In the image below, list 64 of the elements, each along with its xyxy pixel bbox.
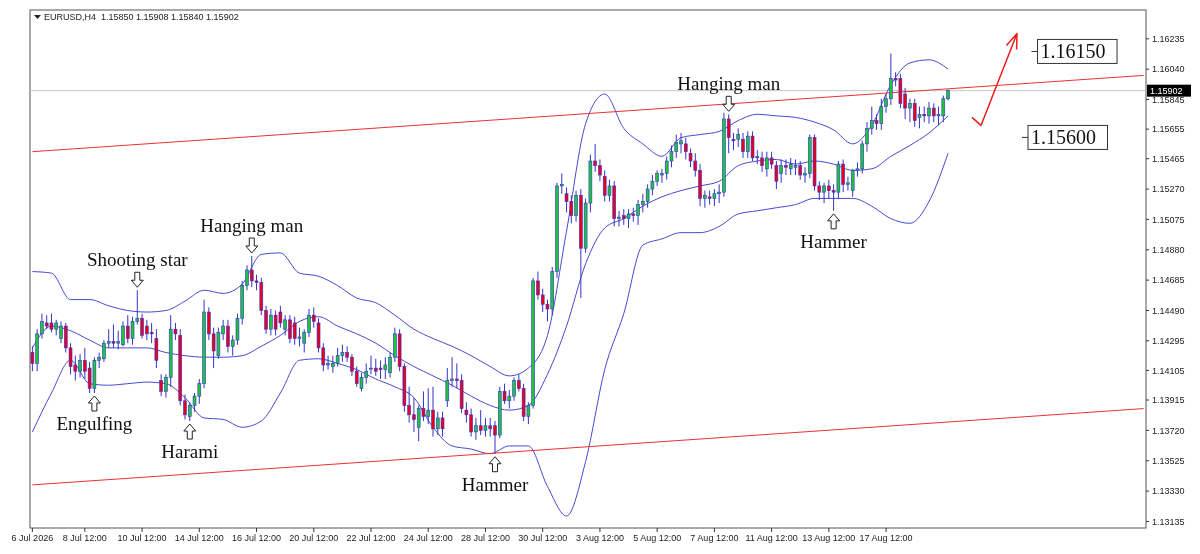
x-tick-label: 3 Aug 12:00 (575, 533, 624, 543)
x-tick-label: 20 Jul 12:00 (289, 533, 339, 543)
y-tick-label: 1.14295 (1152, 336, 1185, 346)
x-tick-label: 6 Jul 2026 (11, 533, 54, 543)
x-tick-label: 5 Aug 12:00 (633, 533, 682, 543)
candlestick (111, 324, 116, 349)
y-tick-label: 1.15845 (1152, 94, 1185, 105)
y-tick-label: 1.15270 (1152, 184, 1185, 195)
line-series (31, 152, 949, 517)
x-tick-label: 7 Aug 12:00 (690, 533, 739, 543)
x-tick-label: 28 Jul 12:00 (460, 533, 510, 543)
y-tick-label: 1.13525 (1152, 455, 1185, 466)
candlestick (917, 106, 922, 129)
y-tick-label: 1.15075 (1152, 214, 1185, 225)
candlestick (750, 130, 755, 162)
annotation: Harami (161, 441, 219, 463)
candlestick (774, 160, 779, 190)
candlestick (130, 316, 135, 346)
y-tick-label: 1.14490 (1152, 305, 1185, 316)
y-tick-label: 1.16235 (1152, 33, 1185, 44)
y-tick-label: 1.15655 (1152, 124, 1185, 135)
candlestick (683, 137, 688, 160)
x-tick-label: 22 Jul 12:00 (346, 533, 396, 543)
candlestick (49, 313, 54, 333)
x-tick-label: 14 Jul 12:00 (174, 533, 224, 543)
annotation: Hanging man (200, 215, 304, 236)
y-tick-label: 1.14105 (1152, 365, 1185, 376)
y-tick-label: 1.16040 (1152, 64, 1185, 75)
annotation: Hanging man (677, 73, 781, 95)
candlestick (154, 328, 159, 369)
y-tick-label: 1.14685 (1152, 275, 1185, 286)
ref-line-label: 1.15902 (1150, 85, 1183, 96)
x-tick-label: 17 Aug 12:00 (859, 533, 913, 543)
y-tick-label: 1.13915 (1152, 395, 1185, 406)
x-tick-label: 10 Jul 12:00 (117, 533, 167, 543)
y-tick-label: 1.13135 (1152, 516, 1185, 527)
y-tick-label: 1.13720 (1152, 425, 1185, 436)
candlestick (311, 306, 316, 329)
candlestick (359, 372, 364, 392)
y-tick-label: 1.13330 (1152, 486, 1185, 497)
x-tick-label: 11 Aug 12:00 (745, 533, 798, 543)
x-tick-label: 24 Jul 12:00 (403, 533, 453, 543)
candlestick (445, 367, 450, 408)
candlestick (149, 322, 154, 344)
annotation: 1.16150 (1040, 40, 1106, 63)
y-tick-label: 1.14880 (1152, 244, 1185, 255)
candlestick (378, 359, 383, 380)
annotation: Hammer (461, 473, 529, 495)
candlestick (564, 186, 569, 213)
annotation: Shooting star (86, 249, 189, 271)
y-tick-label: 1.15465 (1152, 153, 1185, 164)
candlestick (626, 208, 631, 229)
x-tick-label: 16 Jul 12:00 (232, 533, 282, 543)
chart-title: EURUSD,H4 1.15850 1.15908 1.15840 1.15902 (44, 12, 239, 22)
annotation: Engulfing (56, 413, 133, 435)
x-tick-label: 8 Jul 12:00 (62, 533, 107, 543)
candlestick (483, 417, 488, 438)
candlestick (688, 148, 693, 168)
line-series (31, 59, 949, 377)
candlestick (440, 411, 445, 438)
annotation: 1.15600 (1031, 126, 1096, 149)
x-tick-label: 13 Aug 12:00 (802, 533, 856, 543)
annotation: Hammer (800, 230, 868, 252)
x-tick-label: 30 Jul 12:00 (518, 533, 568, 543)
